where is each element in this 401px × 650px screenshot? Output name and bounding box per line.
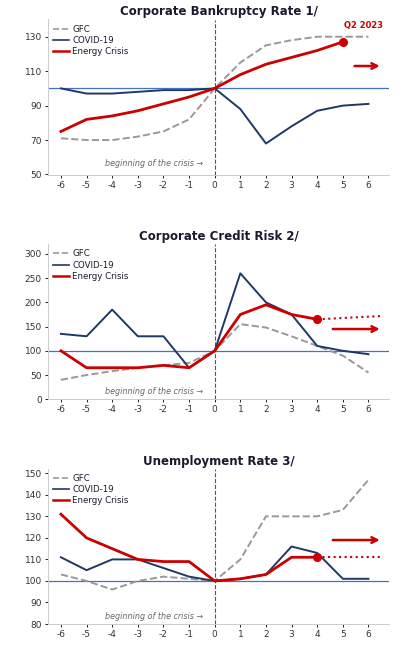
- Legend: GFC, COVID-19, Energy Crisis: GFC, COVID-19, Energy Crisis: [51, 22, 131, 58]
- Text: beginning of the crisis →: beginning of the crisis →: [105, 387, 203, 396]
- Title: Corporate Bankruptcy Rate 1/: Corporate Bankruptcy Rate 1/: [119, 5, 318, 18]
- Legend: GFC, COVID-19, Energy Crisis: GFC, COVID-19, Energy Crisis: [51, 472, 131, 508]
- Title: Unemployment Rate 3/: Unemployment Rate 3/: [143, 455, 294, 468]
- Legend: GFC, COVID-19, Energy Crisis: GFC, COVID-19, Energy Crisis: [51, 247, 131, 283]
- Text: beginning of the crisis →: beginning of the crisis →: [105, 612, 203, 621]
- Title: Corporate Credit Risk 2/: Corporate Credit Risk 2/: [139, 230, 298, 243]
- Text: Q2 2023: Q2 2023: [344, 21, 383, 30]
- Text: beginning of the crisis →: beginning of the crisis →: [105, 159, 203, 168]
